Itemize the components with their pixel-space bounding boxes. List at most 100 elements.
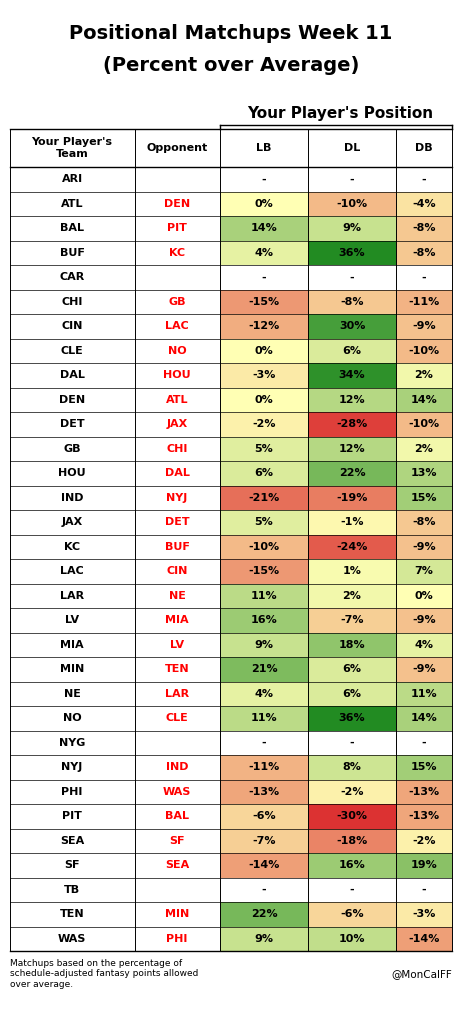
Text: 4%: 4% <box>414 640 433 650</box>
Bar <box>308 608 396 633</box>
Text: -13%: -13% <box>408 786 439 797</box>
Text: -: - <box>350 737 354 748</box>
Bar <box>396 657 452 682</box>
Bar <box>308 461 396 485</box>
Bar <box>308 290 396 314</box>
Text: DEN: DEN <box>164 199 190 209</box>
Bar <box>220 436 308 461</box>
Bar <box>10 608 135 633</box>
Bar <box>220 510 308 535</box>
Bar <box>135 902 220 927</box>
Text: BUF: BUF <box>60 248 85 258</box>
Bar <box>10 167 135 191</box>
Bar <box>10 339 135 362</box>
Text: 21%: 21% <box>251 665 277 674</box>
Text: 0%: 0% <box>255 346 274 355</box>
Text: ATL: ATL <box>166 394 188 404</box>
Bar <box>308 584 396 608</box>
Bar <box>135 436 220 461</box>
Bar <box>220 362 308 387</box>
Text: -: - <box>422 272 426 283</box>
Text: 9%: 9% <box>255 640 274 650</box>
Bar <box>220 485 308 510</box>
Bar <box>10 584 135 608</box>
Text: -: - <box>261 272 266 283</box>
Text: MIN: MIN <box>60 665 84 674</box>
Text: 5%: 5% <box>255 443 274 454</box>
Text: BAL: BAL <box>165 811 189 821</box>
Text: (Percent over Average): (Percent over Average) <box>103 56 359 75</box>
Bar <box>396 730 452 755</box>
Bar <box>10 241 135 265</box>
Text: -18%: -18% <box>336 836 368 846</box>
Bar <box>396 461 452 485</box>
Text: -11%: -11% <box>249 762 280 772</box>
Bar <box>308 265 396 290</box>
Text: Positional Matchups Week 11: Positional Matchups Week 11 <box>69 24 393 43</box>
Bar <box>308 706 396 730</box>
Text: 6%: 6% <box>342 689 361 698</box>
Bar <box>308 657 396 682</box>
Text: 0%: 0% <box>255 199 274 209</box>
Bar <box>396 191 452 216</box>
Bar <box>220 927 308 951</box>
Text: NE: NE <box>169 591 185 601</box>
Text: -: - <box>261 174 266 184</box>
Bar <box>135 167 220 191</box>
Text: -10%: -10% <box>336 199 368 209</box>
Text: 9%: 9% <box>342 223 361 233</box>
Text: 14%: 14% <box>411 394 438 404</box>
Text: 8%: 8% <box>342 762 361 772</box>
Text: 2%: 2% <box>342 591 361 601</box>
Text: GB: GB <box>63 443 81 454</box>
Text: LV: LV <box>65 615 79 626</box>
Bar <box>308 804 396 828</box>
Bar <box>308 559 396 584</box>
Bar <box>220 657 308 682</box>
Bar <box>135 535 220 559</box>
Text: CLE: CLE <box>61 346 83 355</box>
Bar <box>10 314 135 339</box>
Text: -7%: -7% <box>252 836 276 846</box>
Bar <box>220 290 308 314</box>
Text: PHI: PHI <box>166 934 188 944</box>
Text: KC: KC <box>169 248 185 258</box>
Text: SF: SF <box>169 836 185 846</box>
Text: DET: DET <box>60 419 84 429</box>
Text: -: - <box>261 737 266 748</box>
Text: -: - <box>350 272 354 283</box>
Bar <box>396 412 452 436</box>
Text: Matchups based on the percentage of
schedule-adjusted fantasy points allowed
ove: Matchups based on the percentage of sche… <box>10 959 198 989</box>
Text: WAS: WAS <box>163 786 191 797</box>
Text: -24%: -24% <box>336 542 368 552</box>
Bar <box>10 878 135 902</box>
Bar <box>220 902 308 927</box>
Text: HOU: HOU <box>163 371 191 380</box>
Text: DAL: DAL <box>60 371 85 380</box>
Text: HOU: HOU <box>58 468 86 478</box>
Text: LAR: LAR <box>60 591 84 601</box>
Text: -8%: -8% <box>412 248 436 258</box>
Text: 4%: 4% <box>255 689 274 698</box>
Bar <box>135 461 220 485</box>
Text: TEN: TEN <box>60 909 84 920</box>
Text: 11%: 11% <box>251 591 277 601</box>
Text: 1%: 1% <box>342 566 361 577</box>
Bar <box>10 902 135 927</box>
Text: -12%: -12% <box>249 322 280 331</box>
Bar <box>396 779 452 804</box>
Text: 6%: 6% <box>255 468 274 478</box>
Text: -21%: -21% <box>249 493 280 503</box>
Text: 12%: 12% <box>339 394 365 404</box>
Bar <box>220 608 308 633</box>
Text: 6%: 6% <box>342 665 361 674</box>
Text: LAR: LAR <box>165 689 189 698</box>
Bar <box>135 755 220 779</box>
Text: -11%: -11% <box>408 297 440 307</box>
Text: 15%: 15% <box>411 493 437 503</box>
Text: PHI: PHI <box>61 786 83 797</box>
Bar <box>10 804 135 828</box>
Text: 5%: 5% <box>255 517 274 527</box>
Bar <box>220 461 308 485</box>
Text: -19%: -19% <box>336 493 368 503</box>
